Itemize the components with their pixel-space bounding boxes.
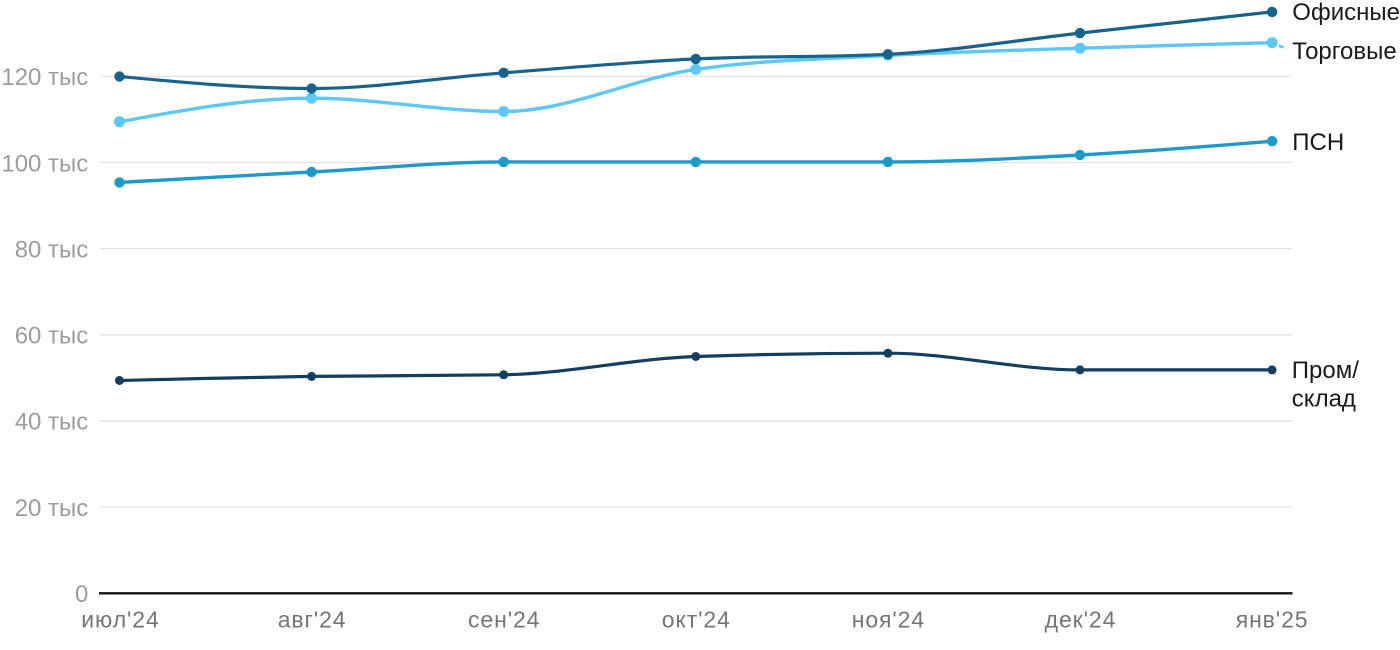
svg-text:Торговые: Торговые [1292,38,1396,65]
svg-text:склад: склад [1292,386,1356,413]
svg-text:Офисные: Офисные [1292,0,1400,26]
svg-text:20 тыс: 20 тыс [15,495,89,522]
svg-text:100 тыс: 100 тыс [1,150,88,177]
svg-text:окт'24: окт'24 [662,606,731,632]
svg-text:ноя'24: ноя'24 [852,606,925,632]
svg-text:июл'24: июл'24 [81,606,159,632]
svg-text:Пром/: Пром/ [1292,357,1359,384]
svg-text:янв'25: янв'25 [1236,606,1309,632]
svg-text:0: 0 [75,581,88,608]
svg-text:60 тыс: 60 тыс [15,323,89,350]
svg-text:40 тыс: 40 тыс [15,409,89,436]
svg-text:сен'24: сен'24 [468,606,540,632]
svg-text:80 тыс: 80 тыс [15,236,89,263]
svg-text:ПСН: ПСН [1292,129,1344,156]
svg-text:120 тыс: 120 тыс [1,64,88,91]
svg-text:дек'24: дек'24 [1045,606,1117,632]
svg-text:авг'24: авг'24 [278,606,347,632]
